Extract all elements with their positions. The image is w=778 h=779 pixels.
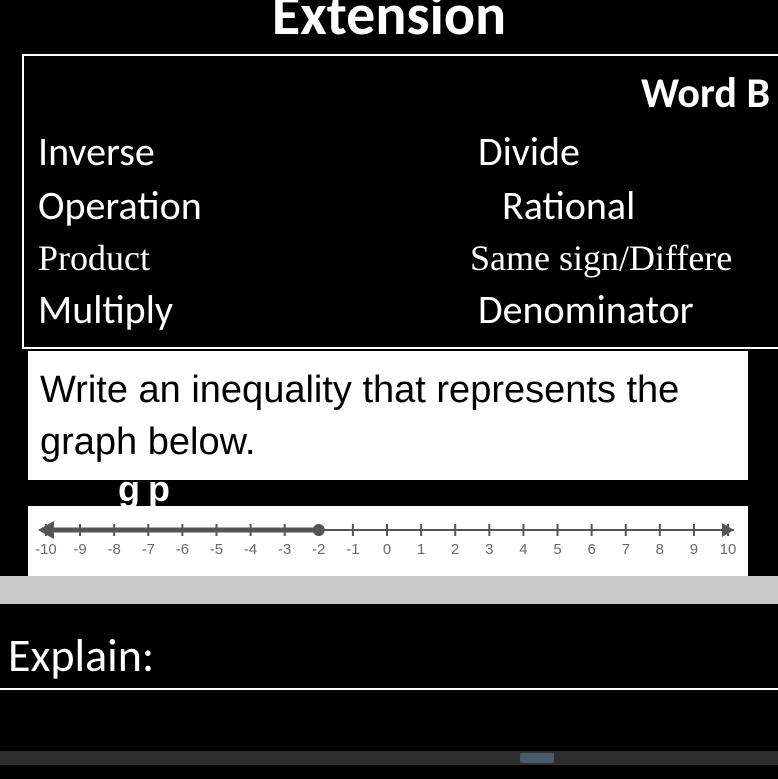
word-bank-box: Word B Inverse Divide Operation Rational… [22,54,778,349]
numberline-panel: -10-9-8-7-6-5-4-3-2-1012345678910 [28,506,748,576]
explain-label: Explain: [8,628,778,684]
explain-rule [0,688,778,690]
svg-text:1: 1 [417,541,425,558]
word-cell-right: Same sign/Differe [470,233,732,283]
prompt-panel: Write an inequality that represents the … [28,351,748,480]
stray-text: g p [118,468,778,510]
svg-text:0: 0 [383,541,391,558]
word-row: Multiply Denominator [38,283,770,337]
svg-text:-9: -9 [73,541,86,558]
svg-text:2: 2 [451,541,459,558]
word-cell-right: Rational [478,179,635,233]
word-cell-right: Divide [478,125,580,179]
svg-text:-3: -3 [278,541,291,558]
gray-band [0,576,778,604]
svg-text:5: 5 [553,541,561,558]
word-cell-right: Denominator [478,283,694,337]
bottom-bar [0,751,778,765]
svg-text:-2: -2 [312,541,325,558]
word-cell-left: Operation [38,179,478,233]
svg-text:-4: -4 [244,541,257,558]
page-title: Extension [0,0,778,44]
svg-text:-6: -6 [176,541,189,558]
svg-text:-5: -5 [210,541,223,558]
svg-text:8: 8 [656,541,664,558]
svg-text:-8: -8 [108,541,121,558]
word-cell-left: Product [38,233,478,283]
word-row: Operation Rational [38,179,770,233]
word-cell-left: Multiply [38,283,478,337]
svg-text:6: 6 [587,541,595,558]
word-row: Product Same sign/Differe [38,233,770,283]
numberline-svg: -10-9-8-7-6-5-4-3-2-1012345678910 [28,510,746,570]
svg-text:-1: -1 [346,541,359,558]
svg-text:9: 9 [690,541,698,558]
bottom-accent [520,753,554,763]
svg-text:4: 4 [519,541,527,558]
word-cell-left: Inverse [38,125,478,179]
svg-text:7: 7 [622,541,630,558]
svg-text:3: 3 [485,541,493,558]
word-row: Inverse Divide [38,125,770,179]
svg-text:-7: -7 [142,541,155,558]
svg-text:-10: -10 [35,541,57,558]
word-bank-header: Word B [38,68,770,119]
svg-text:10: 10 [720,541,737,558]
